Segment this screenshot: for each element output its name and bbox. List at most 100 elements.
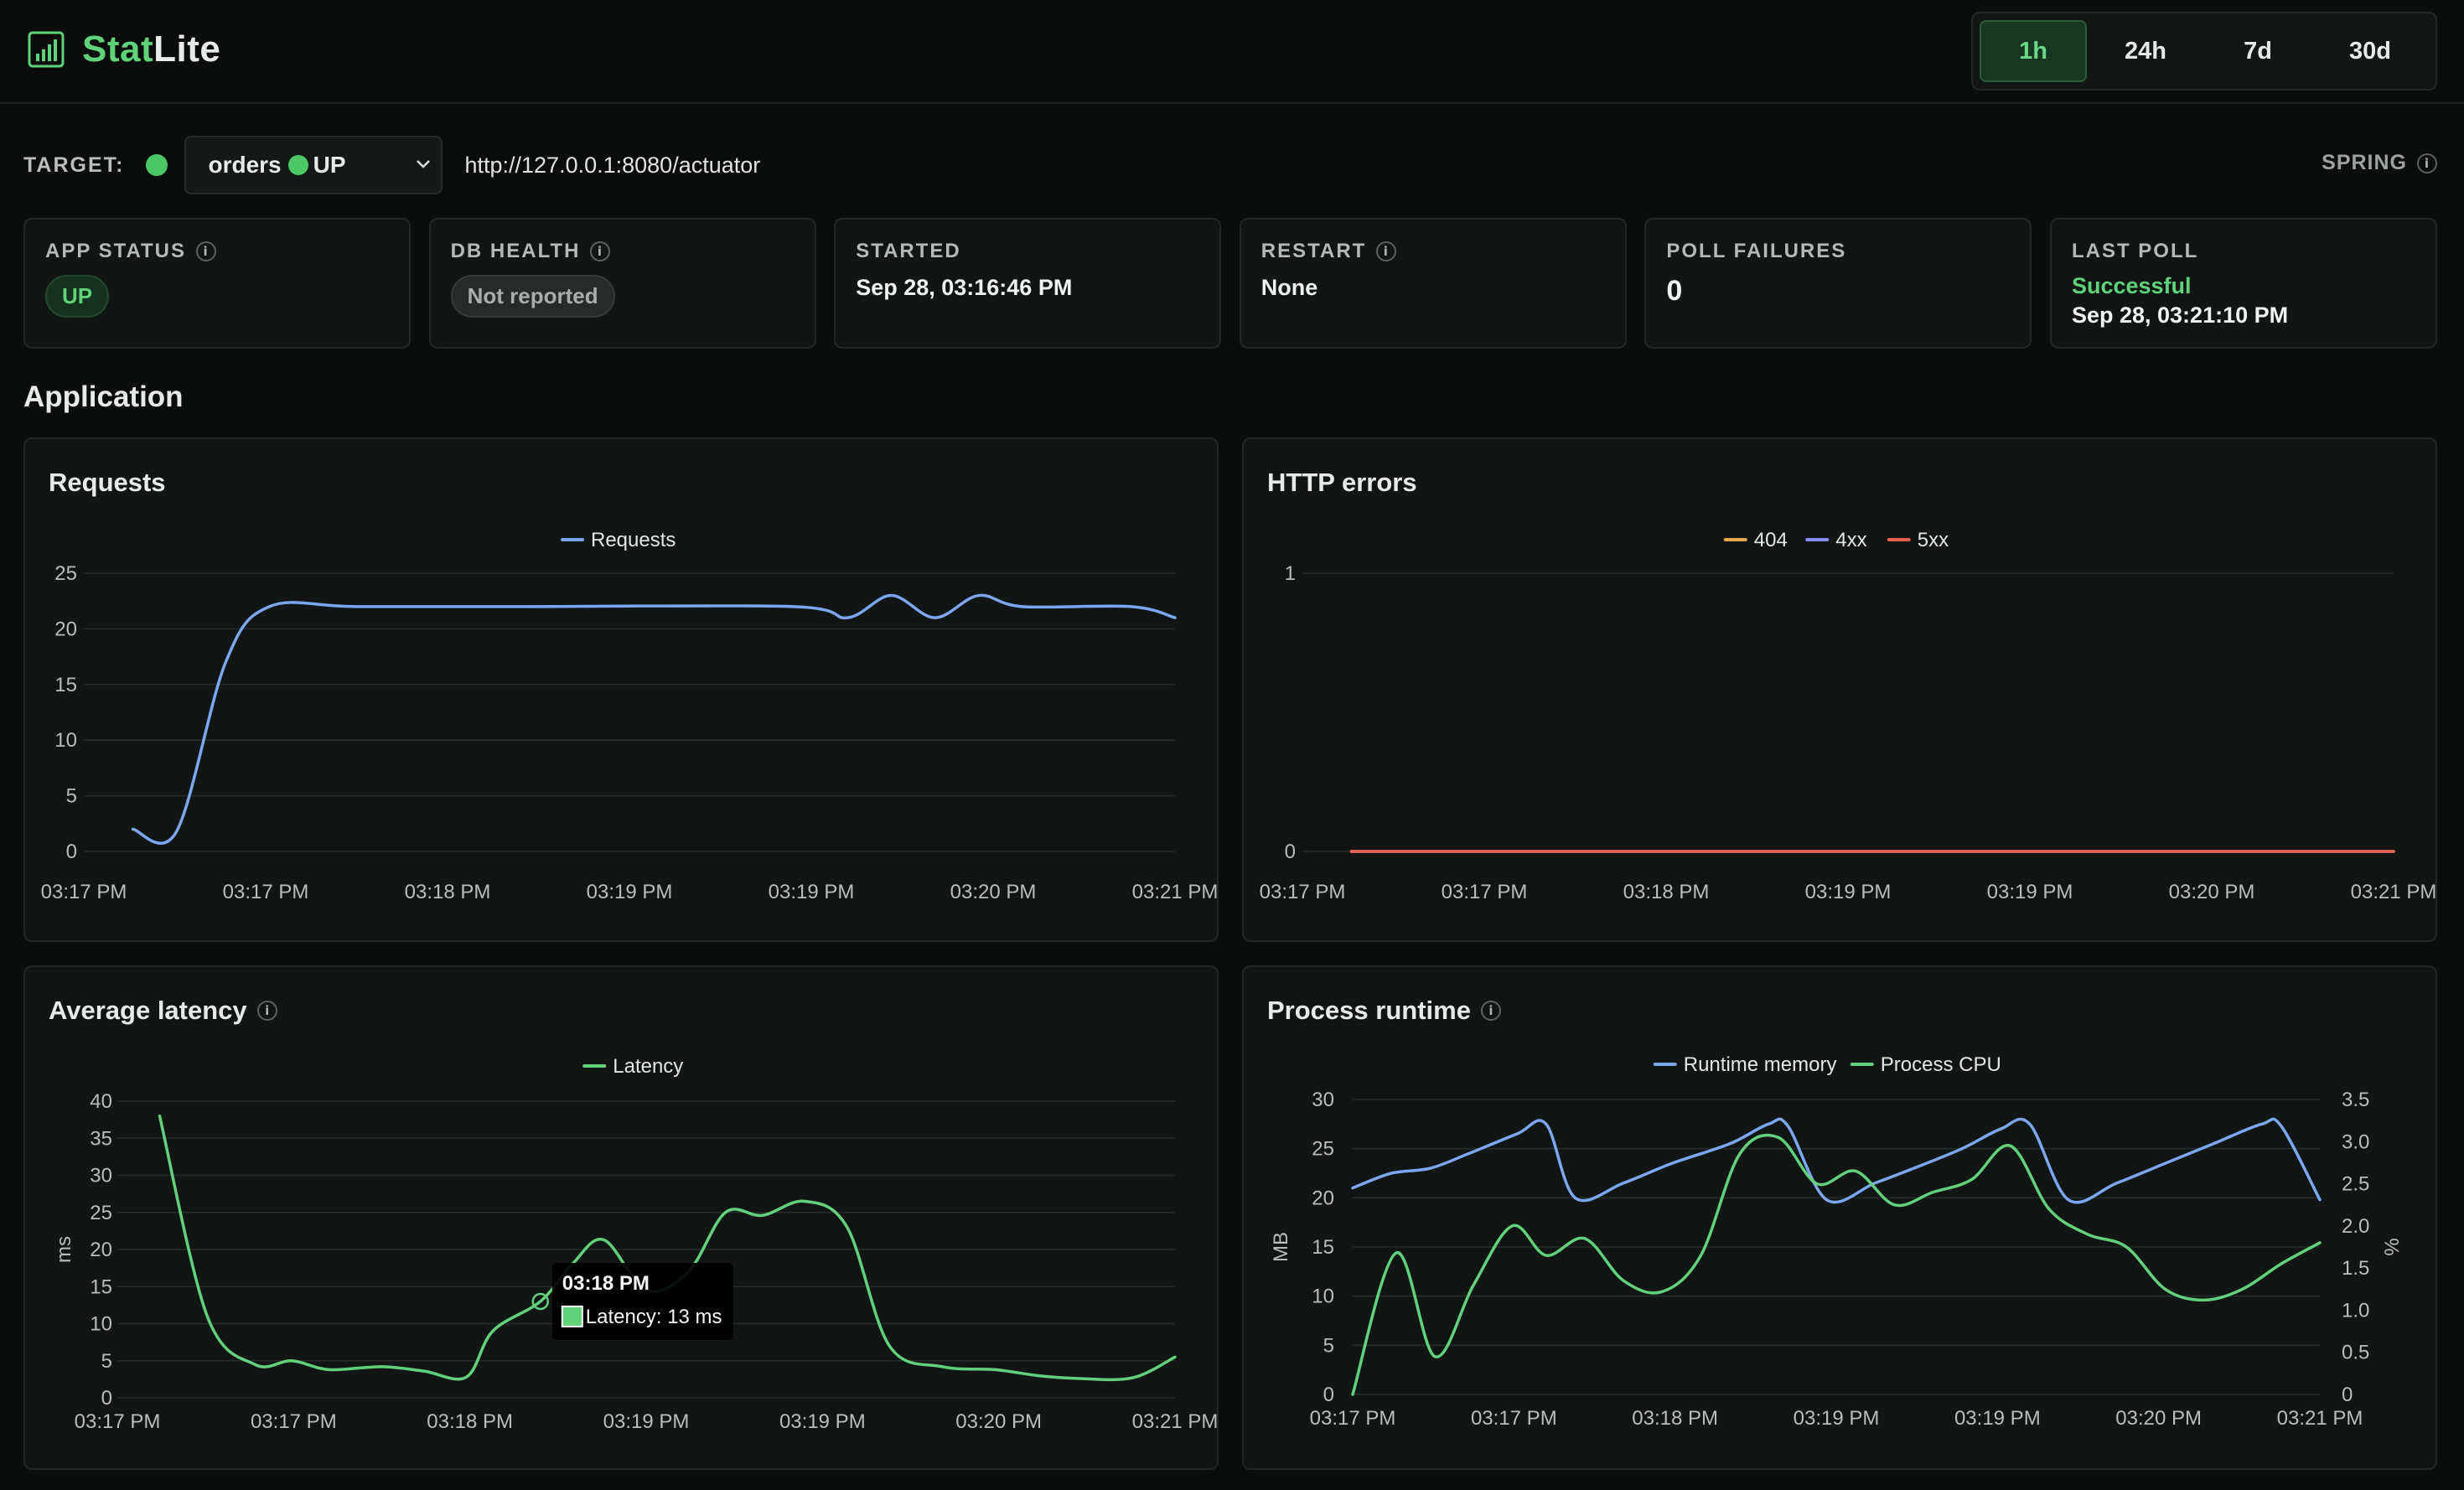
top-bar: StatLite 1h 24h 7d 30d [0,0,2464,104]
y-tick-label: 10 [90,1313,112,1336]
tooltip-swatch [561,1305,583,1327]
latency-chart: 0 5 10 15 20 25 30 35 40 ms 03:17 PM 03:17 PM 03:18 … [53,1055,1218,1433]
app-status-card: APP STATUS i UP [23,218,411,349]
target-app-status: UP [313,152,346,178]
card-label: APP STATUS [45,240,187,262]
x-tick-label: 03:21 PM [2277,1407,2363,1430]
info-icon[interactable]: i [2417,153,2437,173]
x-tick-label: 03:17 PM [251,1410,337,1433]
framework-label: SPRING [2322,151,2407,174]
card-value: Sep 28, 03:16:46 PM [856,275,1073,300]
x-tick-label: 03:17 PM [1310,1407,1396,1430]
y-right-tick-label: 1.5 [2342,1257,2369,1280]
tooltip-text: Latency: 13 ms [586,1306,722,1328]
poll-failures-card: POLL FAILURES 0 [1644,218,2032,349]
legend-label: Process CPU [1881,1053,2001,1076]
y-axis-title: ms [53,1236,75,1263]
x-tick-label: 03:20 PM [2169,881,2255,903]
y-right-tick-label: 2.5 [2342,1173,2369,1196]
status-badge: Not reported [450,275,615,318]
y-tick-label: 5 [66,785,77,808]
series-line [1351,1133,2322,1396]
legend-label: Latency [613,1055,683,1078]
x-tick-label: 03:17 PM [223,881,309,903]
y-tick-label: 35 [90,1127,112,1150]
info-icon[interactable]: i [256,1001,277,1021]
section-title: Application [23,380,184,413]
info-icon[interactable]: i [196,241,217,261]
y-tick-label: 20 [54,618,77,640]
y-right-tick-label: 0.5 [2342,1342,2369,1364]
x-tick-label: 03:19 PM [1805,881,1892,903]
y-tick-label: 0 [1285,841,1296,863]
last-poll-status: Successful [2071,273,2192,298]
http-errors-chart: 0 1 03:17 PM 03:17 PM 03:18 PM 03:19 PM 03:19 … [1260,529,2437,903]
y-tick-label: 1 [1285,562,1296,585]
panel-title: Process runtime [1267,996,1471,1025]
target-select[interactable]: orders UP [184,136,443,194]
card-value: 0 [1666,275,1683,307]
card-label: DB HEALTH [450,240,581,262]
requests-chart: 0 5 10 15 20 25 03:17 PM 03:17 PM 03:18 PM 03:19 … [41,529,1219,903]
status-cards: APP STATUS i UP DB HEALTH i Not reported S… [23,218,2437,349]
http-errors-panel: HTTP errors 0 1 03:17 PM 03:17 PM 03:18 PM 03… [1242,437,2437,942]
y-right-tick-label: 3.5 [2342,1089,2369,1111]
info-icon[interactable]: i [1376,241,1397,261]
range-1h-button[interactable]: 1h [1980,20,2088,82]
y-tick-label: 0 [1323,1384,1334,1406]
target-status-dot [146,154,168,176]
x-tick-label: 03:18 PM [405,881,491,903]
target-row: TARGET: orders UP http://127.0.0.1:8080/… [23,136,2437,194]
y-right-axis-title: % [2381,1238,2404,1255]
panel-title: HTTP errors [1267,468,1417,497]
range-30d-button[interactable]: 30d [2349,37,2391,65]
y-tick-label: 15 [1312,1236,1334,1259]
y-tick-label: 5 [1323,1334,1334,1357]
x-tick-label: 03:19 PM [779,1410,866,1433]
info-icon[interactable]: i [1480,1001,1501,1021]
card-value: Sep 28, 03:21:10 PM [2071,303,2289,328]
requests-panel: Requests 0 5 10 15 20 25 03:17 PM 03:17 PM 03:18… [23,437,1219,942]
y-axis-title: MB [1270,1232,1292,1262]
x-tick-label: 03:19 PM [769,881,855,903]
y-tick-label: 25 [90,1202,112,1224]
y-tick-label: 15 [90,1275,112,1298]
db-health-card: DB HEALTH i Not reported [428,218,816,349]
target-label: TARGET: [23,153,125,177]
brand-name: StatLite [82,28,221,70]
range-7d-button[interactable]: 7d [2244,37,2272,65]
x-tick-label: 03:19 PM [1987,881,2073,903]
x-tick-label: 03:20 PM [2115,1407,2202,1430]
legend-label: Runtime memory [1684,1053,1837,1076]
panel-title: Requests [49,468,166,497]
x-tick-label: 03:21 PM [2351,881,2437,903]
started-card: STARTED Sep 28, 03:16:46 PM [834,218,1222,349]
y-tick-label: 25 [54,562,77,585]
card-value: None [1260,275,1318,300]
card-label: STARTED [856,240,961,262]
info-icon[interactable]: i [590,241,611,261]
y-right-tick-label: 2.0 [2342,1215,2369,1238]
time-range-selector: 1h 24h 7d 30d [1971,12,2437,91]
range-24h-button[interactable]: 24h [2125,37,2167,65]
legend-label: 5xx [1918,529,1949,551]
x-tick-label: 03:18 PM [1623,881,1710,903]
y-tick-label: 30 [90,1165,112,1187]
logo: StatLite [27,28,220,70]
series-line [131,593,1177,845]
x-tick-label: 03:20 PM [950,881,1037,903]
status-dot-icon [287,155,308,175]
y-tick-label: 20 [90,1239,112,1261]
x-tick-label: 03:19 PM [587,881,673,903]
x-tick-label: 03:19 PM [1954,1407,2041,1430]
target-url: http://127.0.0.1:8080/actuator [464,152,761,178]
series-line [1351,1117,2322,1204]
y-tick-label: 0 [66,841,77,863]
y-tick-label: 10 [54,729,77,752]
legend-label: 404 [1754,529,1788,551]
x-tick-label: 03:17 PM [41,881,127,903]
x-tick-label: 03:18 PM [427,1410,513,1433]
x-tick-label: 03:19 PM [603,1410,690,1433]
x-tick-label: 03:18 PM [1632,1407,1718,1430]
restart-card: RESTART i None [1239,218,1627,349]
